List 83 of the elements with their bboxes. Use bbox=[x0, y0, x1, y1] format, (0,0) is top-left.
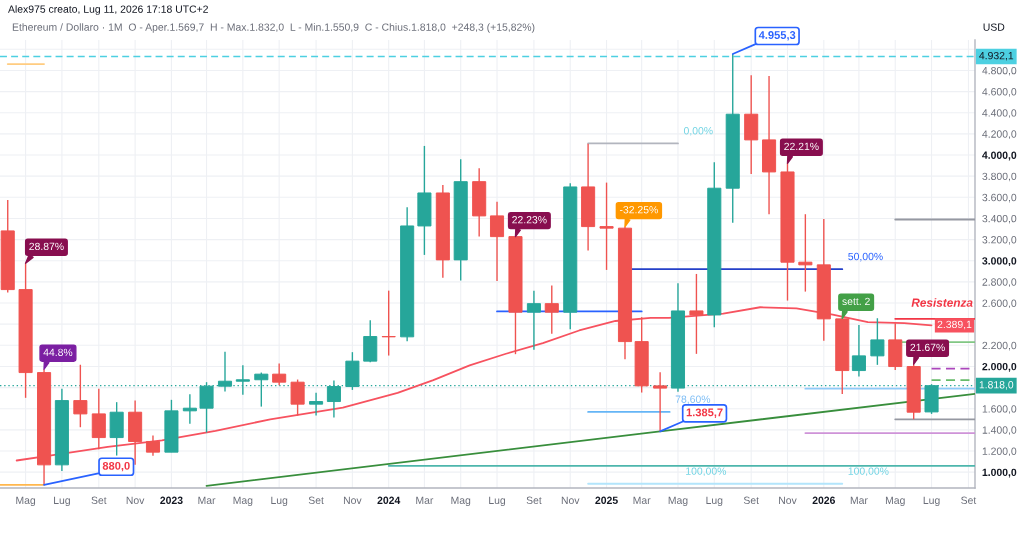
candlestick bbox=[870, 317, 885, 366]
annotation: 50,00% bbox=[848, 252, 883, 262]
x-tick-label: Set bbox=[743, 496, 759, 504]
candlestick bbox=[309, 392, 324, 417]
annotation: 44.8% bbox=[43, 348, 73, 357]
x-tick-label: 2024 bbox=[377, 496, 401, 504]
x-tick-label: 2025 bbox=[595, 496, 618, 504]
y-tick-label: 2.600,0 bbox=[982, 299, 1017, 309]
x-tick-label: Mar bbox=[416, 496, 434, 504]
candlestick bbox=[851, 324, 866, 378]
x-tick-label: Nov bbox=[561, 496, 580, 504]
x-tick-label: Mag bbox=[885, 496, 905, 507]
candlestick bbox=[73, 364, 88, 428]
annotation: 100,00% bbox=[848, 467, 889, 476]
y-axis-title: USD bbox=[983, 23, 1005, 31]
x-tick-label: Set bbox=[308, 496, 324, 504]
candlestick bbox=[235, 364, 250, 396]
x-tick-label: Lug bbox=[923, 496, 940, 507]
y-tick-label: 1.000,0 bbox=[982, 468, 1017, 478]
x-tick-label: Nov bbox=[126, 496, 145, 504]
annotation: 22.23% bbox=[512, 216, 547, 224]
x-tick-label: 2026 bbox=[812, 496, 836, 504]
annotation: 880,0 bbox=[102, 461, 130, 472]
y-tick-label: 3.600,0 bbox=[982, 193, 1017, 203]
y-tick-label: 3.000,0 bbox=[982, 257, 1017, 267]
y-tick-label: 1.200,0 bbox=[982, 447, 1017, 457]
annotation: 28.87% bbox=[29, 242, 64, 251]
y-tick-label: 4.800,0 bbox=[982, 66, 1017, 76]
x-tick-label: Mar bbox=[850, 496, 868, 504]
y-tick-label: 4.600,0 bbox=[982, 88, 1017, 97]
x-tick-label: Mar bbox=[198, 496, 216, 504]
candlestick bbox=[145, 434, 161, 457]
x-tick-label: Mar bbox=[633, 496, 651, 504]
y-tick-label: 4.000,0 bbox=[982, 151, 1017, 161]
x-tick-label: Set bbox=[91, 496, 107, 504]
y-tick-label: 2.000,0 bbox=[982, 362, 1017, 372]
data-label: 2.389,1 bbox=[937, 320, 972, 330]
annotation: 1.385,7 bbox=[686, 408, 723, 418]
candlestick bbox=[91, 388, 106, 450]
candlestick bbox=[290, 378, 305, 417]
ref-line-label: 4.932,1 bbox=[979, 51, 1014, 61]
x-tick-label: 2023 bbox=[160, 496, 183, 504]
candlestick bbox=[544, 284, 559, 335]
x-tick-label: Set bbox=[961, 496, 977, 504]
annotation: 4.955,3 bbox=[758, 31, 796, 41]
annotation: -32.25% bbox=[619, 206, 658, 214]
annotation: 78,60% bbox=[675, 395, 711, 405]
annotation: 21.67% bbox=[910, 343, 945, 352]
annotation: 0,00% bbox=[683, 127, 713, 136]
x-tick-label: Lug bbox=[706, 496, 723, 507]
candlestick bbox=[526, 289, 541, 351]
y-tick-label: 3.400,0 bbox=[982, 214, 1017, 224]
x-tick-label: Lug bbox=[271, 496, 288, 507]
candlestick bbox=[798, 213, 813, 293]
annotation: sett. 2 bbox=[842, 297, 870, 306]
x-tick-label: Lug bbox=[489, 496, 506, 507]
candlestick bbox=[489, 200, 505, 282]
y-tick-label: 3.800,0 bbox=[982, 172, 1017, 182]
ref-line-label: 1.818,0 bbox=[979, 381, 1014, 390]
candlestick bbox=[599, 181, 614, 271]
x-tick-label: Lug bbox=[54, 496, 70, 507]
x-tick-label: Mag bbox=[233, 496, 253, 507]
chart-title: Alex975 creato, Lug 11, 2026 17:18 UTC+2 bbox=[8, 5, 208, 15]
y-tick-label: 2.800,0 bbox=[982, 278, 1017, 287]
chart-subtitle: Ethereum / Dollaro · 1M O - Aper.1.569,7 H - Max.1.832,0 L - Min.1.550,9 C - Chius.1.818,0 +248,3 (+15,82%) bbox=[12, 23, 535, 33]
candlestick bbox=[689, 273, 704, 355]
annotation: 22.21% bbox=[784, 142, 819, 151]
x-tick-label: Nov bbox=[343, 496, 362, 504]
candlestick bbox=[653, 371, 668, 433]
y-tick-label: 1.400,0 bbox=[982, 426, 1017, 435]
x-tick-label: Mag bbox=[668, 496, 688, 507]
x-tick-label: Set bbox=[526, 496, 542, 504]
annotation: 100,00% bbox=[686, 467, 727, 476]
y-tick-label: 4.200,0 bbox=[982, 130, 1017, 139]
x-tick-label: Mag bbox=[16, 496, 36, 507]
y-tick-label: 4.400,0 bbox=[982, 109, 1017, 118]
candlestick bbox=[272, 362, 287, 386]
y-tick-label: 3.200,0 bbox=[982, 236, 1017, 245]
x-tick-label: Mag bbox=[451, 496, 471, 507]
annotation: Resistenza bbox=[911, 298, 973, 307]
y-tick-label: 1.600,0 bbox=[982, 405, 1017, 414]
y-tick-label: 2.200,0 bbox=[982, 341, 1017, 351]
x-tick-label: Nov bbox=[779, 496, 797, 504]
